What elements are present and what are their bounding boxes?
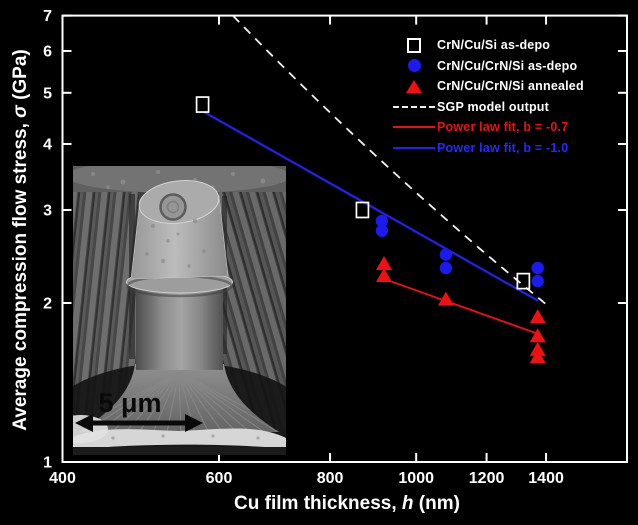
data-point-triangle — [437, 291, 454, 306]
sem-milling-striation — [178, 371, 257, 432]
data-point-triangle — [376, 256, 393, 271]
x-tick-label: 1200 — [469, 470, 505, 487]
legend-label: CrN/Cu/CrN/Si as-depo — [437, 58, 578, 73]
x-axis-title-text: Cu film thickness, — [234, 493, 402, 514]
x-tick-label: 800 — [317, 470, 344, 487]
data-point-circle — [439, 261, 453, 275]
sem-milling-striation — [105, 371, 180, 432]
sem-milling-striation — [178, 371, 272, 432]
y-tick-label: 1 — [43, 455, 52, 472]
legend: CrN/Cu/Si as-depo CrN/Cu/CrN/Si as-depo … — [391, 35, 584, 158]
legend-label: Power law fit, b = -0.7 — [437, 120, 569, 135]
x-axis-title-units: (nm) — [413, 493, 460, 514]
data-point-circle — [531, 261, 544, 275]
blue-line-sample-icon — [391, 146, 437, 149]
data-point-triangle — [529, 309, 546, 324]
x-axis-title: Cu film thickness, h (nm) — [234, 493, 460, 515]
y-axis-title-text: Average compression flow stress, — [10, 117, 31, 431]
sem-milling-striation — [178, 371, 279, 432]
sem-milling-striation — [178, 371, 279, 432]
data-point-circle — [375, 214, 389, 228]
sem-milling-striation — [178, 371, 227, 432]
data-point-triangle — [529, 349, 546, 364]
sigma-symbol: σ — [10, 105, 31, 118]
legend-item-crn-cu-si-asdepo: CrN/Cu/Si as-depo — [391, 35, 584, 56]
filled-circle-marker-icon — [391, 59, 437, 73]
data-point-circle — [375, 224, 389, 237]
open-square-marker-icon — [391, 37, 437, 53]
data-point-circle — [439, 248, 453, 261]
power-law-fit-line — [384, 278, 542, 336]
sem-milling-striation — [178, 371, 212, 432]
legend-label: SGP model output — [437, 99, 549, 114]
dashed-line-sample-icon — [391, 105, 437, 108]
data-point-open-square — [195, 96, 210, 113]
sem-milling-striation — [165, 371, 180, 432]
h-symbol: h — [401, 493, 414, 514]
data-point-triangle — [529, 328, 546, 343]
scale-bar-arrow-left-icon — [75, 414, 93, 432]
sem-pillar-top-ring — [159, 193, 187, 221]
power-law-fit-line — [203, 110, 539, 302]
data-point-open-square — [516, 272, 531, 290]
axes-frame — [61, 14, 628, 463]
legend-label: CrN/Cu/CrN/Si annealed — [437, 79, 584, 94]
sem-milling-striation — [120, 371, 180, 432]
y-axis-title: Average compression flow stress, σ (GPa) — [10, 49, 32, 430]
y-tick-label: 7 — [43, 8, 52, 25]
scale-bar: 5 μm — [75, 388, 203, 432]
filled-triangle-marker-icon — [391, 79, 437, 93]
sem-pillar — [126, 180, 233, 370]
legend-item-crn-cu-crn-si-asdepo: CrN/Cu/CrN/Si as-depo — [391, 56, 584, 77]
scale-bar-label: 5 μm — [98, 388, 161, 418]
scale-bar-arrow-right-icon — [185, 414, 203, 432]
legend-item-crn-cu-crn-si-annealed: CrN/Cu/CrN/Si annealed — [391, 76, 584, 97]
legend-label: Power law fit, b = -1.0 — [437, 140, 569, 155]
sem-milling-striation — [178, 371, 182, 432]
y-axis-title-units: (GPa) — [10, 49, 31, 106]
sem-milling-striation — [135, 371, 180, 432]
x-tick-label: 1400 — [528, 470, 564, 487]
legend-label: CrN/Cu/Si as-depo — [437, 38, 551, 53]
data-point-open-square — [355, 201, 370, 219]
y-tick-label: 3 — [43, 202, 52, 219]
sem-cap-texture — [145, 218, 206, 268]
x-tick-label: 600 — [206, 470, 233, 487]
x-tick-label: 400 — [49, 470, 76, 487]
legend-item-sgp-model: SGP model output — [391, 97, 584, 118]
sem-milling-striation — [178, 371, 242, 432]
x-tick-label: 1000 — [398, 470, 434, 487]
data-point-triangle — [529, 341, 546, 356]
sgp-model-line — [232, 14, 550, 308]
y-tick-label: 5 — [43, 85, 52, 102]
y-tick-label: 4 — [43, 136, 52, 153]
legend-item-powerlaw-10: Power law fit, b = -1.0 — [391, 138, 584, 159]
sem-inset-image: 5 μm — [73, 166, 286, 455]
data-point-circle — [531, 274, 544, 288]
y-tick-label: 2 — [43, 295, 52, 312]
red-line-sample-icon — [391, 126, 437, 129]
data-point-triangle — [376, 267, 393, 282]
y-tick-label: 6 — [43, 43, 52, 60]
sem-milling-striation — [150, 371, 180, 432]
legend-item-powerlaw-07: Power law fit, b = -0.7 — [391, 117, 584, 138]
